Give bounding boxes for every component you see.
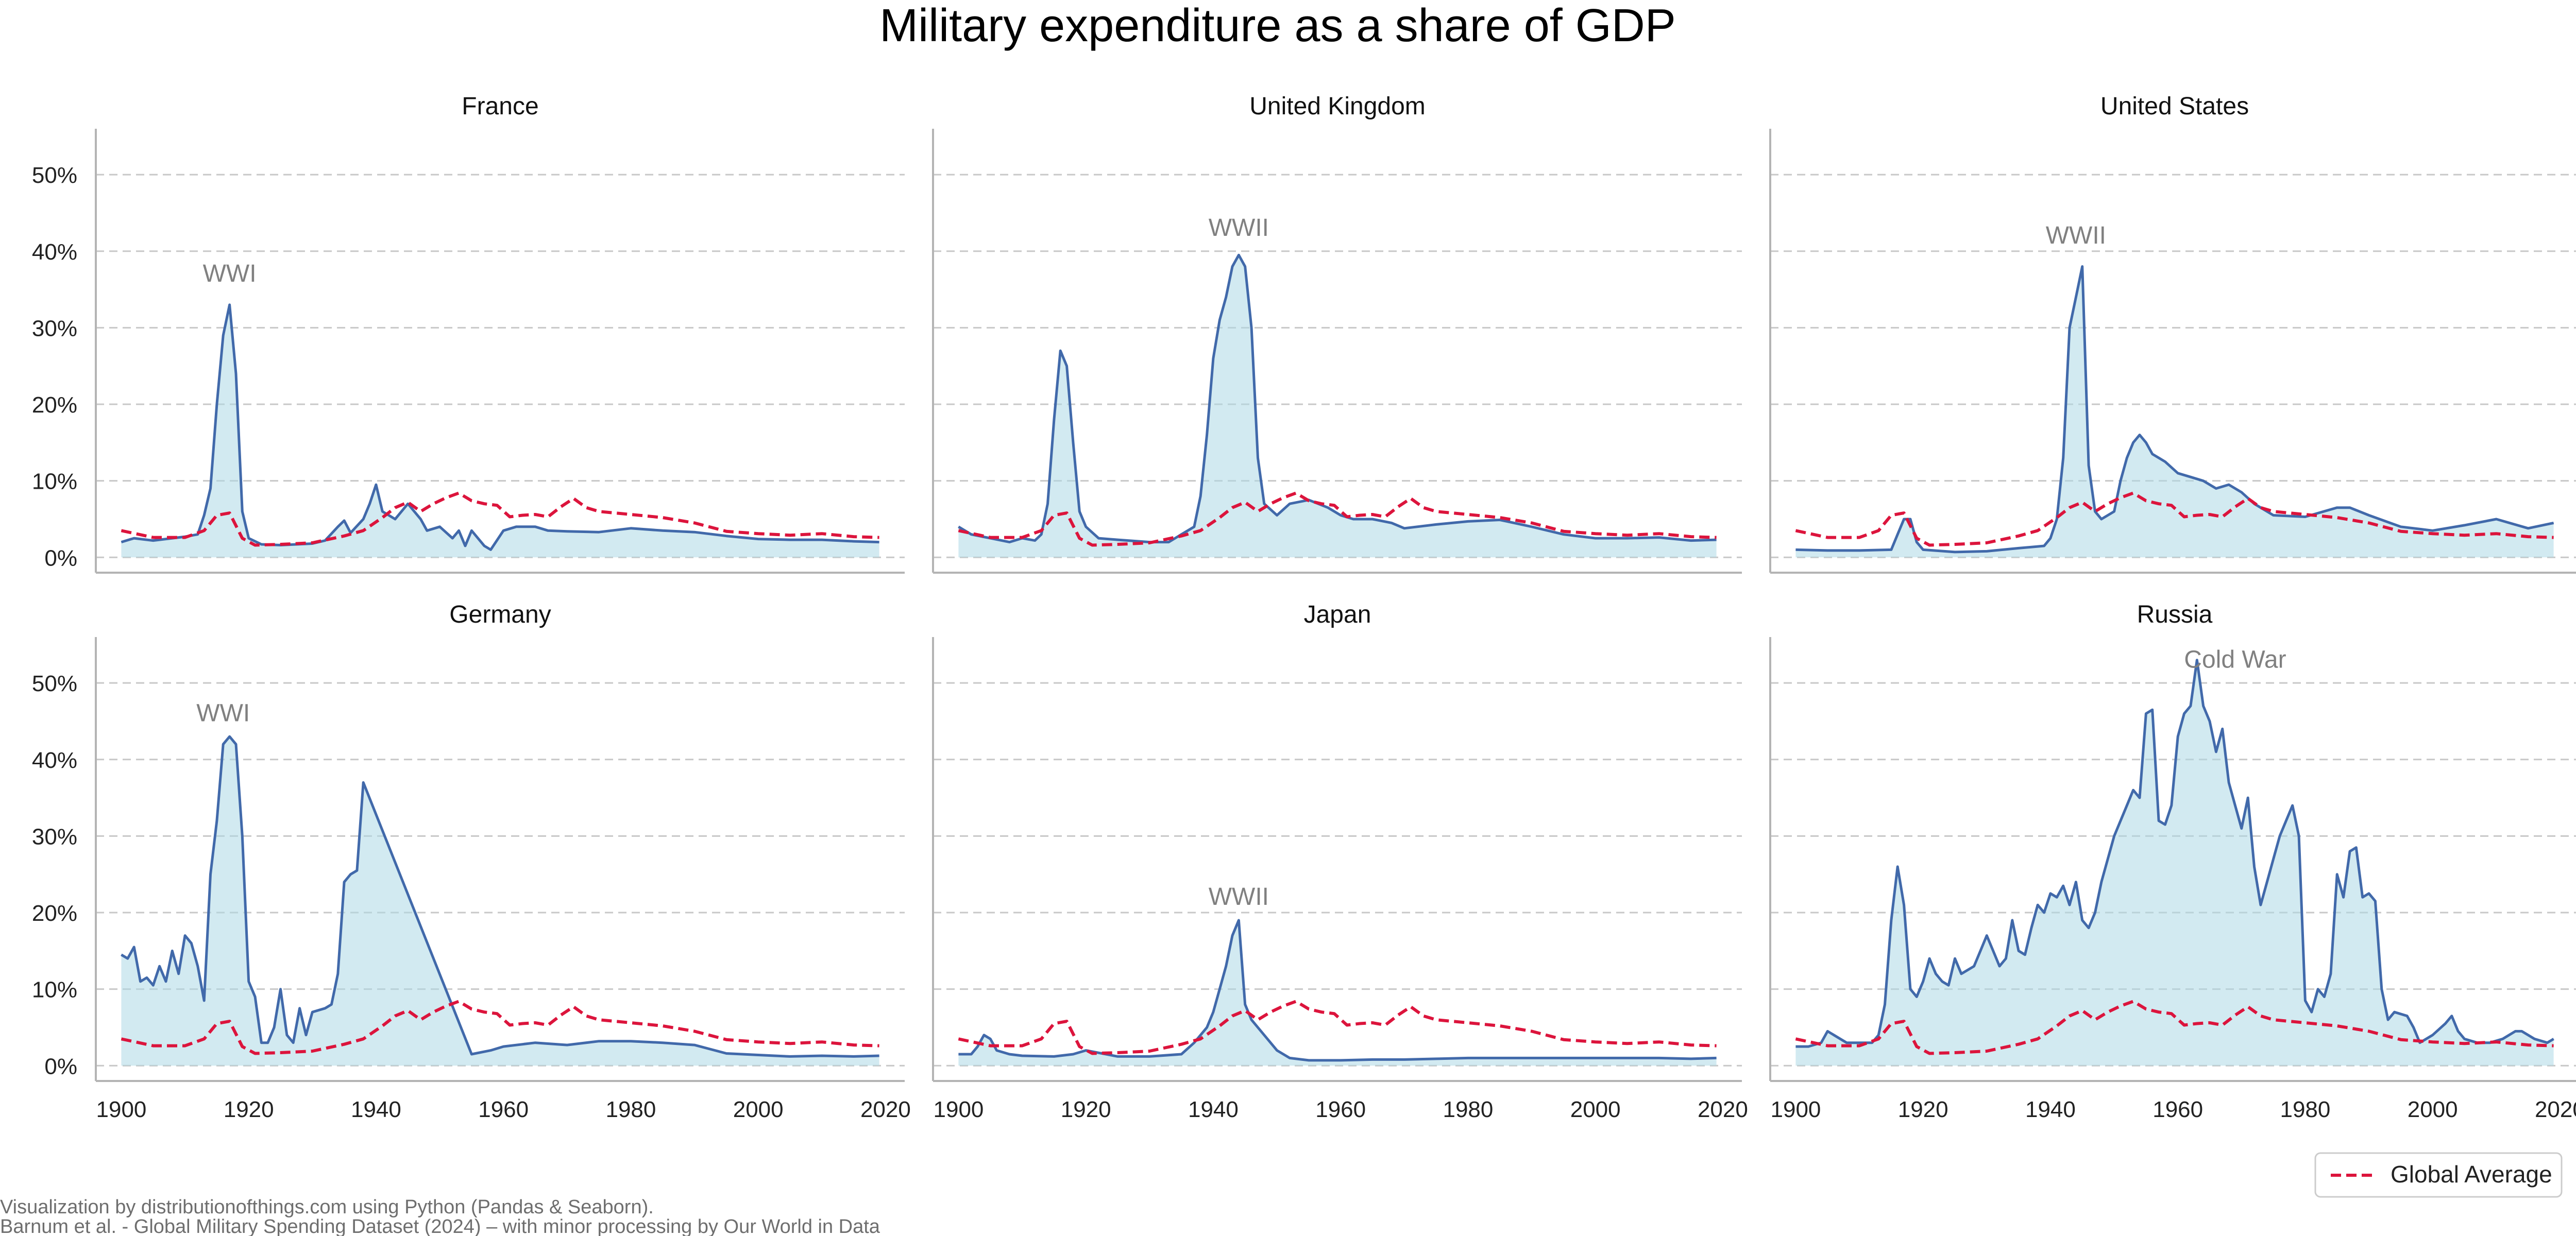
- x-tick-label: 1980: [2280, 1097, 2330, 1122]
- annotation-label: WWII: [2046, 222, 2106, 249]
- x-tick-label: 1900: [96, 1097, 147, 1122]
- country-series-line: [958, 253, 1717, 544]
- global-average-line: [121, 491, 879, 547]
- panel-title: Russia: [2137, 601, 2213, 628]
- x-tick-label: 2020: [2535, 1097, 2576, 1122]
- x-tick-label: 1960: [1315, 1097, 1366, 1122]
- x-tick-label: 1900: [934, 1097, 984, 1122]
- panel-title: United Kingdom: [1249, 93, 1426, 120]
- figure-title: Military expenditure as a share of GDP: [879, 0, 1676, 52]
- y-tick-label: 20%: [32, 392, 77, 418]
- credit-line-2: Barnum et al. - Global Military Spending…: [0, 1216, 880, 1236]
- y-tick-label: 30%: [32, 824, 77, 849]
- country-series-line: [1795, 265, 2554, 554]
- legend-frame: [2314, 1152, 2563, 1198]
- x-tick-label: 1920: [1061, 1097, 1111, 1122]
- annotation-label: WWII: [1209, 883, 1269, 911]
- x-tick-label: 1960: [2153, 1097, 2203, 1122]
- x-tick-label: 1920: [1898, 1097, 1948, 1122]
- y-tick-label: 10%: [32, 469, 77, 494]
- panel-title: Germany: [449, 601, 551, 628]
- x-tick-label: 2000: [733, 1097, 784, 1122]
- legend: Global Average: [2314, 1152, 2563, 1198]
- x-tick-label: 1940: [1188, 1097, 1239, 1122]
- panel-united-kingdom: United Kingdom WWII: [932, 93, 1742, 574]
- global-average-line: [1795, 491, 2554, 547]
- panel-france: France 0% 10% 20% 30% 40% 50% WWI: [32, 93, 905, 574]
- country-series-line: [958, 919, 1717, 1062]
- annotation-label: WWII: [1209, 214, 1269, 242]
- y-tick-label: 20%: [32, 901, 77, 926]
- credit-line-1: Visualization by distributionofthings.co…: [0, 1196, 654, 1218]
- y-tick-label: 50%: [32, 671, 77, 696]
- global-average-line: [1795, 1000, 2554, 1055]
- panel-russia: Russia 1900 1920 1940 1960 1980 2000 2020 Cold W…: [1769, 601, 2576, 1122]
- annotation-label: Cold War: [2184, 646, 2286, 673]
- annotation-label: WWI: [196, 699, 250, 727]
- x-tick-label: 1940: [2025, 1097, 2076, 1122]
- panel-japan: Japan 1900 1920 1940 1960 1980 2000 2020 WWII: [932, 601, 1748, 1122]
- panel-title: United States: [2100, 93, 2249, 120]
- y-tick-label: 10%: [32, 977, 77, 1003]
- x-tick-label: 2020: [1698, 1097, 1748, 1122]
- country-area-fill: [1795, 660, 2554, 1066]
- x-tick-label: 2020: [860, 1097, 911, 1122]
- x-tick-label: 1900: [1771, 1097, 1821, 1122]
- panel-united-states: United States WWII: [1769, 93, 2576, 574]
- panel-title: France: [462, 93, 538, 120]
- x-tick-label: 1960: [478, 1097, 529, 1122]
- annotation-label: WWI: [203, 260, 257, 287]
- x-tick-label: 1980: [1443, 1097, 1493, 1122]
- x-tick-label: 2000: [1570, 1097, 1621, 1122]
- global-average-line: [958, 491, 1717, 547]
- y-tick-label: 0%: [44, 545, 77, 571]
- global-average-line: [958, 1000, 1717, 1055]
- country-area-fill: [121, 736, 879, 1066]
- y-tick-label: 40%: [32, 239, 77, 265]
- y-tick-label: 50%: [32, 163, 77, 188]
- x-tick-label: 1940: [351, 1097, 401, 1122]
- panels-grid: France 0% 10% 20% 30% 40% 50% WWI United Kingdom…: [32, 93, 2576, 1122]
- country-area-fill: [1795, 266, 2554, 558]
- panel-germany: Germany 0% 10% 20% 30% 40% 50% 1900 1920 1940 1960…: [32, 601, 911, 1122]
- x-tick-label: 1920: [224, 1097, 274, 1122]
- x-tick-label: 1980: [605, 1097, 656, 1122]
- country-area-fill: [121, 304, 879, 558]
- panel-title: Japan: [1304, 601, 1371, 628]
- y-tick-label: 40%: [32, 748, 77, 773]
- country-series-line: [1795, 659, 2554, 1048]
- y-tick-label: 0%: [44, 1054, 77, 1079]
- legend-label: Global Average: [2391, 1161, 2552, 1188]
- country-area-fill: [958, 920, 1717, 1066]
- y-tick-label: 30%: [32, 316, 77, 341]
- country-series-line: [121, 735, 879, 1058]
- x-tick-label: 2000: [2408, 1097, 2458, 1122]
- global-average-line: [121, 1000, 879, 1055]
- country-series-line: [121, 303, 879, 551]
